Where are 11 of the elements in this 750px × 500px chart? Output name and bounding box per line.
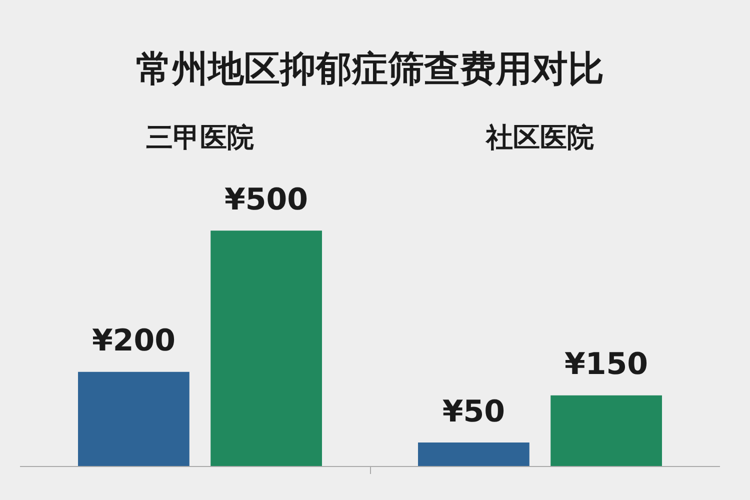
x-tick-label: 三甲医院 bbox=[146, 122, 254, 154]
bar bbox=[418, 442, 530, 466]
bar bbox=[210, 230, 322, 466]
data-label: ¥500 bbox=[224, 182, 308, 218]
chart-title: 常州地区抑郁症筛查费用对比 bbox=[136, 48, 604, 90]
x-tick-label: 社区医院 bbox=[485, 122, 594, 154]
bar bbox=[78, 372, 190, 466]
data-label: ¥200 bbox=[92, 324, 176, 359]
bar bbox=[550, 395, 662, 466]
data-label: ¥50 bbox=[442, 394, 506, 430]
data-label: ¥150 bbox=[564, 347, 648, 382]
